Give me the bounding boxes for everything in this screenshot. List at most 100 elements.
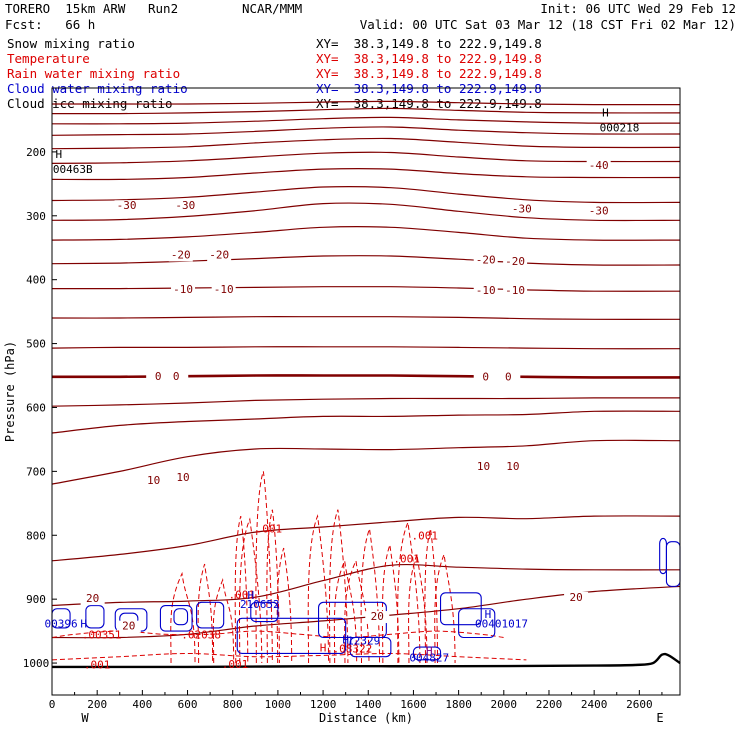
rain-contour bbox=[51, 652, 527, 661]
temperature-label: 20 bbox=[86, 592, 99, 605]
isotherm-line bbox=[51, 107, 681, 115]
model-title: TORERO 15km ARW Run2 bbox=[5, 1, 179, 16]
temperature-label-bg bbox=[500, 460, 525, 473]
y-tick-label: 800 bbox=[26, 529, 46, 542]
cloud-water-contour bbox=[412, 646, 442, 661]
temperature-label-bg bbox=[114, 200, 139, 213]
rain-label: .001 bbox=[393, 553, 420, 566]
isotherm-line bbox=[51, 126, 681, 136]
y-tick-label: 200 bbox=[26, 146, 46, 159]
rain-label: .001 bbox=[411, 530, 438, 543]
cloud-water-contour bbox=[659, 537, 667, 575]
temperature-label-bg bbox=[473, 371, 498, 384]
isotherm-line bbox=[51, 346, 681, 350]
x-tick-label: 1400 bbox=[355, 698, 382, 711]
isotherm-line bbox=[51, 285, 681, 292]
rain-label: .02038 bbox=[181, 629, 221, 642]
high-value-label: 00463B bbox=[53, 163, 93, 176]
rain-contour bbox=[397, 520, 421, 664]
temperature-label: -20 bbox=[171, 248, 191, 261]
high-marker: H bbox=[485, 608, 492, 621]
rain-contour bbox=[212, 578, 235, 664]
temperature-label: -30 bbox=[589, 204, 609, 217]
cloud-water-contour bbox=[250, 601, 279, 623]
y-tick-label: 300 bbox=[26, 210, 46, 223]
y-tick-label: 1000 bbox=[23, 657, 50, 670]
temperature-label: 0 bbox=[173, 370, 180, 383]
temperature-label: 20 bbox=[569, 591, 582, 604]
temperature-label-bg bbox=[141, 474, 166, 487]
temperature-label-bg bbox=[496, 371, 521, 384]
isotherm-line bbox=[51, 439, 681, 485]
isotherm-line bbox=[51, 563, 681, 607]
temperature-label: -40 bbox=[589, 159, 609, 172]
field-snow-xy: XY= 38.3,149.8 to 222.9,149.8 bbox=[316, 36, 542, 51]
rain-contour bbox=[276, 547, 293, 664]
rain-label: .001 bbox=[84, 659, 111, 672]
rain-contour bbox=[333, 558, 358, 664]
temperature-label-bg bbox=[80, 593, 105, 606]
x-tick-label: 1800 bbox=[445, 698, 472, 711]
cloud-water-label: 00396 bbox=[44, 618, 77, 631]
y-axis-title: Pressure (hPa) bbox=[3, 341, 17, 442]
isotherm-line bbox=[51, 515, 681, 562]
cloud-water-contour bbox=[349, 636, 392, 658]
temperature-label: -10 bbox=[505, 284, 525, 297]
temperature-label: 10 bbox=[176, 471, 189, 484]
cloud-water-contour bbox=[173, 608, 189, 626]
temperature-label-bg bbox=[168, 249, 193, 262]
rain-contour bbox=[329, 509, 349, 664]
x-tick-label: 1000 bbox=[265, 698, 292, 711]
temperature-label: 10 bbox=[506, 460, 519, 473]
temperature-label: -20 bbox=[476, 254, 496, 267]
temperature-label: -10 bbox=[476, 284, 496, 297]
field-rain-xy: XY= 38.3,149.8 to 222.9,149.8 bbox=[316, 66, 542, 81]
x-tick-label: 600 bbox=[178, 698, 198, 711]
field-rain-name: Rain water mixing ratio bbox=[7, 66, 181, 81]
temperature-label-bg bbox=[207, 249, 232, 262]
x-tick-label: 2000 bbox=[491, 698, 518, 711]
contour-label-group: -30 -30 -30 -30 -40 -20 -20 -20 -20 -10 -10 -10 -10 0… bbox=[44, 107, 639, 672]
rain-contour bbox=[434, 552, 456, 664]
temperature-label: -20 bbox=[209, 248, 229, 261]
temperature-label: 10 bbox=[477, 460, 490, 473]
temperature-label-bg bbox=[503, 285, 528, 298]
valid-time: Valid: 00 UTC Sat 03 Mar 12 (18 CST Fri … bbox=[359, 17, 736, 32]
x-tick-label: 1600 bbox=[400, 698, 427, 711]
isotherm-line bbox=[51, 186, 681, 204]
isotherm-line bbox=[51, 226, 681, 241]
temperature-label-bg bbox=[503, 255, 528, 268]
rain-label: .001 bbox=[222, 658, 249, 671]
temperature-label: 0 bbox=[482, 370, 489, 383]
rain-label: .08322 bbox=[333, 643, 373, 656]
y-tick-label: 900 bbox=[26, 593, 46, 606]
temperature-label-bg bbox=[564, 591, 589, 604]
high-marker: H bbox=[80, 618, 87, 631]
high-marker: H bbox=[320, 641, 327, 654]
temperature-label-bg bbox=[473, 285, 498, 298]
temperature-label-bg bbox=[171, 471, 196, 484]
temperature-label: 0 bbox=[155, 370, 162, 383]
cloud-water-contour bbox=[85, 604, 105, 629]
temperature-label-bg bbox=[471, 460, 496, 473]
rain-label: .00351 bbox=[82, 629, 122, 642]
temperature-label-bg bbox=[473, 254, 498, 267]
x-tick-label: 800 bbox=[223, 698, 243, 711]
isotherm-line bbox=[51, 202, 681, 222]
temperature-label: -10 bbox=[214, 283, 234, 296]
cloud-water-label: 210652 bbox=[240, 598, 280, 611]
high-marker: H bbox=[55, 148, 62, 161]
y-tick-label: 500 bbox=[26, 338, 46, 351]
isotherm-line bbox=[51, 397, 681, 407]
rain-contour bbox=[170, 571, 196, 664]
isotherm-line bbox=[51, 151, 681, 164]
temperature-label: -30 bbox=[117, 199, 137, 212]
rain-contour bbox=[234, 515, 249, 664]
cloud-water-contour bbox=[665, 541, 681, 587]
temperature-label-bg bbox=[365, 611, 390, 624]
x-axis-title: Distance (km) bbox=[319, 711, 413, 725]
temperature-label-bg bbox=[116, 620, 141, 633]
axes-group: 0 200 400 600 800 1000 1200 1400 1600 1800 2000 220… bbox=[3, 87, 681, 725]
forecast-hour: Fcst: 66 h bbox=[5, 17, 96, 32]
temperature-label: -20 bbox=[505, 255, 525, 268]
